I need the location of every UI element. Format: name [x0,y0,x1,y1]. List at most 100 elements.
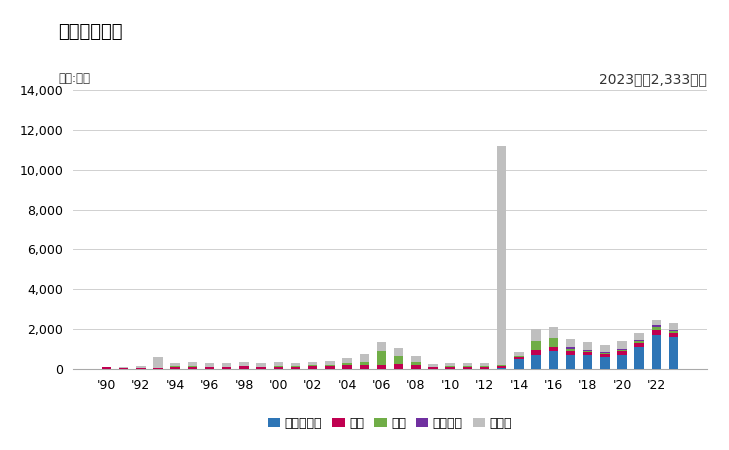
Bar [359,362,369,365]
Bar [222,367,232,369]
Bar [617,342,627,349]
Bar [566,355,575,369]
Bar [583,351,593,352]
Bar [463,363,472,366]
Bar [583,342,593,350]
Bar [239,365,249,366]
Bar [566,351,575,355]
Bar [531,328,541,341]
Legend: ポーランド, 中国, 台湾, ベトナム, その他: ポーランド, 中国, 台湾, ベトナム, その他 [263,411,517,435]
Bar [497,368,507,369]
Bar [514,359,523,369]
Bar [291,366,300,367]
Bar [514,357,523,359]
Bar [634,343,644,347]
Bar [359,365,369,369]
Bar [652,327,661,329]
Bar [600,352,609,353]
Bar [153,357,163,368]
Bar [600,357,609,369]
Bar [394,356,403,364]
Bar [617,355,627,369]
Bar [668,337,678,369]
Bar [652,320,661,325]
Bar [325,360,335,365]
Bar [291,367,300,369]
Bar [652,329,661,335]
Bar [257,364,266,367]
Bar [257,367,266,369]
Bar [514,356,523,357]
Bar [239,362,249,365]
Bar [634,341,644,343]
Bar [136,366,146,368]
Bar [548,351,558,369]
Text: 輸出量の推移: 輸出量の推移 [58,22,122,40]
Bar [531,341,541,351]
Bar [273,367,283,369]
Bar [394,364,403,369]
Bar [600,355,609,357]
Bar [583,352,593,355]
Bar [548,338,558,347]
Bar [566,338,575,347]
Bar [119,368,128,369]
Bar [273,366,283,367]
Bar [531,355,541,369]
Bar [428,364,437,367]
Bar [187,367,197,369]
Bar [411,356,421,362]
Bar [480,366,489,367]
Bar [531,351,541,355]
Bar [171,367,180,369]
Bar [205,367,214,369]
Bar [187,362,197,366]
Bar [652,335,661,369]
Bar [617,351,627,355]
Bar [153,368,163,369]
Bar [325,364,335,366]
Bar [411,365,421,369]
Bar [359,354,369,362]
Bar [668,333,678,337]
Bar [634,340,644,341]
Bar [497,365,507,366]
Bar [308,362,317,364]
Bar [343,365,352,369]
Bar [308,364,317,366]
Bar [583,355,593,369]
Bar [291,363,300,366]
Bar [102,367,112,369]
Bar [445,367,455,369]
Bar [566,347,575,349]
Bar [548,347,558,351]
Bar [668,331,678,333]
Bar [497,146,507,365]
Bar [668,323,678,329]
Bar [548,327,558,338]
Bar [445,363,455,366]
Bar [583,350,593,351]
Bar [377,342,386,351]
Bar [600,345,609,352]
Bar [136,368,146,369]
Bar [205,364,214,367]
Bar [600,353,609,355]
Bar [668,329,678,331]
Bar [617,350,627,351]
Bar [497,366,507,368]
Bar [308,366,317,369]
Bar [171,366,180,367]
Bar [411,362,421,365]
Bar [343,358,352,364]
Bar [428,367,437,369]
Bar [273,362,283,366]
Text: 単位:トン: 単位:トン [58,72,90,85]
Bar [377,365,386,369]
Bar [463,367,472,369]
Bar [634,347,644,369]
Bar [343,364,352,365]
Bar [377,351,386,365]
Bar [445,366,455,367]
Bar [566,349,575,351]
